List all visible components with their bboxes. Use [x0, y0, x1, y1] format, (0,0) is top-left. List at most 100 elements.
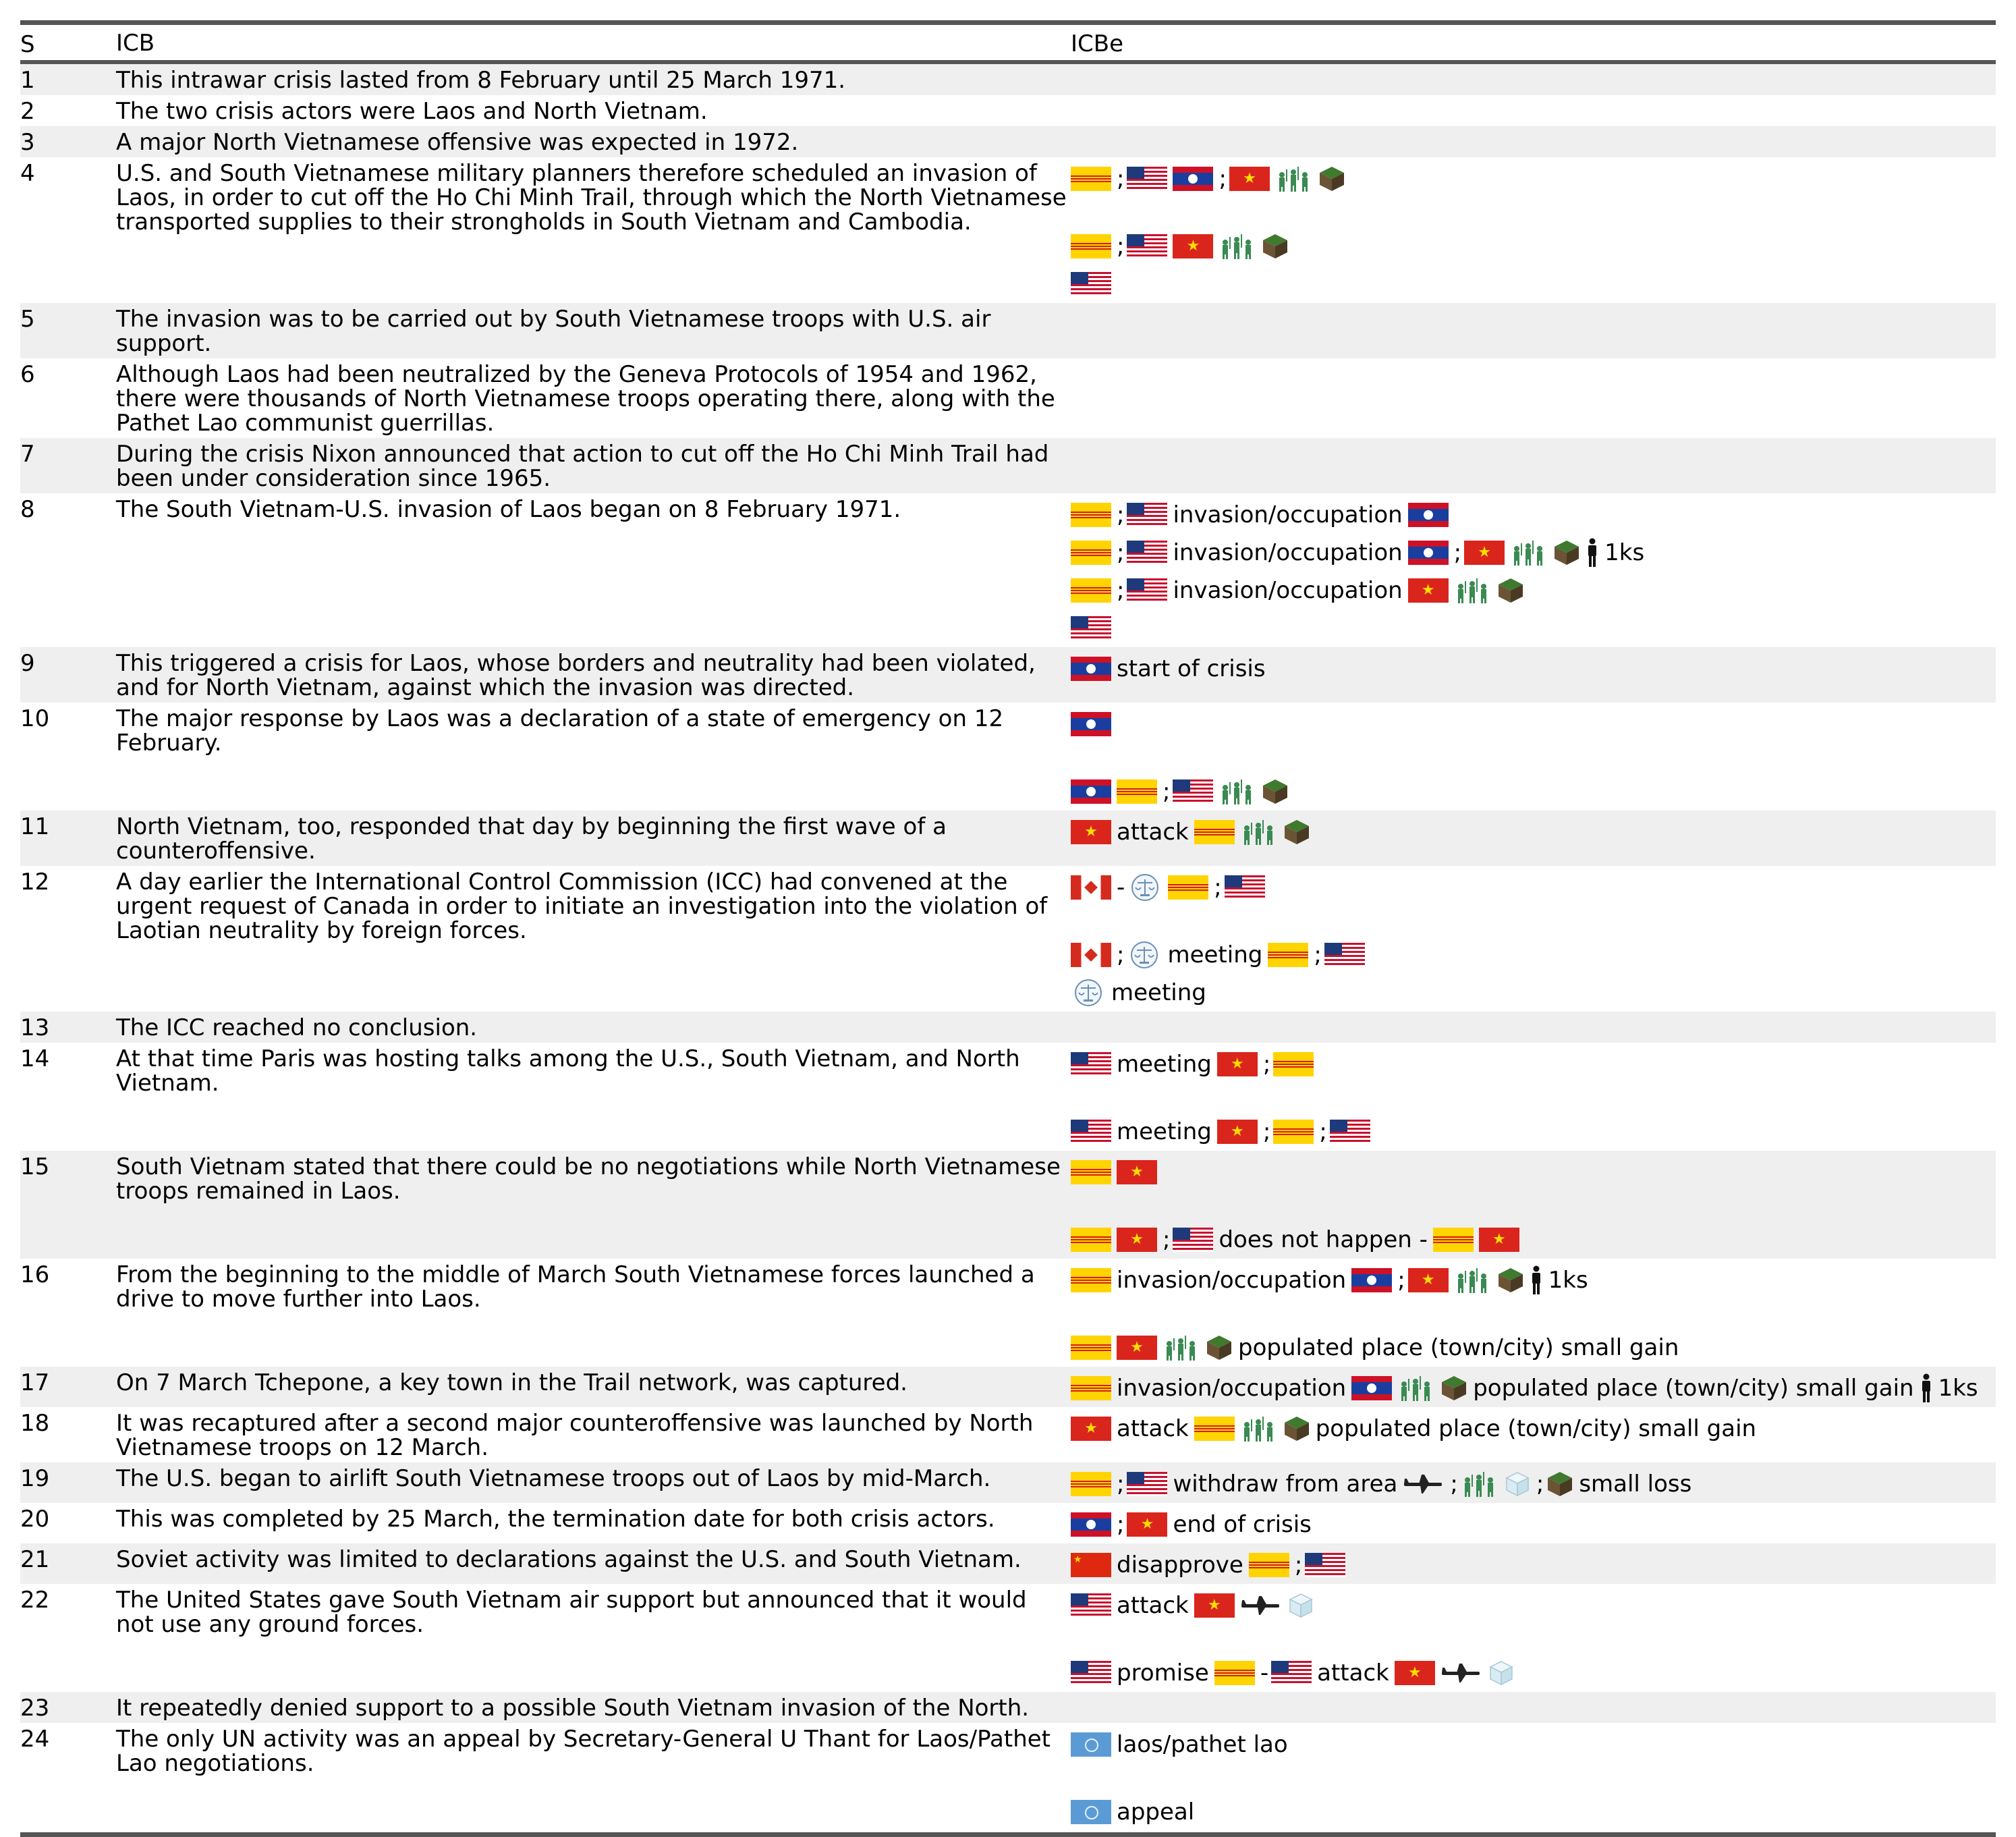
us-flag-icon — [1224, 875, 1265, 900]
canada-flag-icon — [1071, 875, 1111, 900]
event-line: ; invasion/occupation; 1ks — [1071, 534, 1996, 572]
icb-sentence: Soviet activity was limited to declarati… — [116, 1546, 1021, 1573]
separator: ; — [1117, 1471, 1125, 1498]
icbe-events: invasion/occupation populated place (town… — [1071, 1367, 1996, 1407]
table-row: 7 During the crisis Nixon announced that … — [20, 438, 1996, 493]
separator: ; — [1163, 778, 1171, 805]
laos-flag-icon — [1071, 779, 1111, 804]
sentence-number: 18 — [20, 1410, 50, 1437]
south-vietnam-flag-icon — [1117, 779, 1157, 804]
terrain-cube-icon — [1318, 165, 1345, 192]
event-line — [1071, 1153, 1996, 1191]
terrain-cube-icon — [1283, 1415, 1310, 1442]
south-vietnam-flag-icon — [1071, 1160, 1111, 1184]
icbe-events — [1071, 95, 1996, 126]
south-vietnam-flag-icon — [1071, 167, 1111, 191]
separator: ; — [1117, 941, 1125, 968]
north-vietnam-flag-icon — [1194, 1593, 1235, 1618]
header-icbe: ICBe — [1071, 30, 1124, 57]
event-label: end of crisis — [1173, 1511, 1312, 1538]
separator: ; — [1262, 1051, 1271, 1078]
table-row: 24 The only UN activity was an appeal by … — [20, 1723, 1996, 1831]
table-body: 1 This intrawar crisis lasted from 8 Febr… — [20, 64, 1996, 1831]
icbe-events: ; — [1071, 703, 1996, 811]
icc-emblem-icon — [1127, 940, 1162, 970]
sentence-number: 22 — [20, 1587, 50, 1614]
event-line: ; — [1071, 227, 1996, 265]
separator: ; — [1314, 941, 1322, 968]
event-label: attack — [1117, 1592, 1189, 1619]
ice-cube-icon — [1287, 1592, 1314, 1619]
sentence-number: 16 — [20, 1261, 50, 1288]
event-label: 1ks — [1938, 1375, 1978, 1402]
un-flag-icon — [1071, 1732, 1111, 1757]
north-vietnam-flag-icon — [1173, 234, 1214, 258]
us-flag-icon — [1329, 1120, 1370, 1144]
us-flag-icon — [1127, 167, 1168, 191]
event-label: start of crisis — [1117, 655, 1266, 682]
icbe-events: invasion/occupation; 1ks populated place (… — [1071, 1259, 1996, 1367]
laos-flag-icon — [1351, 1268, 1393, 1292]
table-row: 3 A major North Vietnamese offensive was … — [20, 126, 1996, 157]
separator: - — [1260, 1660, 1269, 1687]
table-row: 21 Soviet activity was limited to declara… — [20, 1543, 1996, 1584]
troops-icon — [1275, 165, 1313, 192]
event-label: populated place (town/city) small gain — [1238, 1334, 1679, 1361]
table-row: 16 From the beginning to the middle of Ma… — [20, 1259, 1996, 1367]
south-vietnam-flag-icon — [1071, 234, 1111, 258]
sentence-number: 11 — [20, 813, 50, 840]
event-label: meeting — [1117, 1051, 1212, 1078]
us-flag-icon — [1127, 578, 1168, 603]
icc-emblem-icon — [1071, 978, 1106, 1008]
separator: ; — [1319, 1118, 1327, 1145]
icbe-events — [1071, 1012, 1996, 1043]
event-label: small loss — [1579, 1471, 1692, 1498]
icbe-events: attack promise - attack — [1071, 1584, 1996, 1692]
event-line — [1071, 609, 1996, 647]
separator: ; — [1294, 1552, 1303, 1579]
bottom-rule — [20, 1832, 1996, 1837]
sentence-number: 19 — [20, 1465, 50, 1492]
south-vietnam-flag-icon — [1268, 943, 1309, 967]
separator: ; — [1117, 501, 1125, 528]
sentence-number: 23 — [20, 1695, 50, 1722]
icc-emblem-icon — [1127, 873, 1163, 902]
event-line: ; meeting; — [1071, 936, 1996, 974]
us-flag-icon — [1127, 503, 1168, 527]
north-vietnam-flag-icon — [1478, 1228, 1519, 1252]
icbe-events: attack — [1071, 811, 1996, 866]
troops-icon — [1454, 1267, 1492, 1294]
event-label: invasion/occupation — [1117, 1375, 1347, 1402]
icb-sentence: From the beginning to the middle of Marc… — [116, 1261, 1035, 1313]
event-line: ; withdraw from area;; small loss — [1071, 1465, 1996, 1503]
terrain-cube-icon — [1553, 539, 1580, 566]
icbe-events: ; does not happen - — [1071, 1151, 1996, 1259]
north-vietnam-flag-icon — [1117, 1228, 1157, 1252]
south-vietnam-flag-icon — [1248, 1553, 1289, 1577]
icb-sentence: The South Vietnam-U.S. invasion of Laos … — [116, 496, 901, 523]
sentence-number: 14 — [20, 1045, 50, 1072]
event-line — [1071, 705, 1996, 743]
icbe-events: disapprove; — [1071, 1543, 1996, 1584]
table-row: 1 This intrawar crisis lasted from 8 Febr… — [20, 64, 1996, 95]
table-row: 13 The ICC reached no conclusion. — [20, 1012, 1996, 1043]
icb-sentence: This triggered a crisis for Laos, whose … — [116, 650, 1036, 701]
south-vietnam-flag-icon — [1071, 1228, 1111, 1252]
event-line: populated place (town/city) small gain — [1071, 1329, 1996, 1367]
event-line: start of crisis — [1071, 650, 1996, 688]
separator: ; — [1450, 1471, 1458, 1498]
sentence-number: 13 — [20, 1014, 50, 1041]
icb-sentence: It was recaptured after a second major c… — [116, 1410, 1034, 1461]
icb-sentence: A major North Vietnamese offensive was e… — [116, 129, 799, 156]
event-line: laos/pathet lao — [1071, 1726, 1996, 1763]
us-flag-icon — [1127, 1472, 1168, 1496]
north-vietnam-flag-icon — [1216, 1120, 1258, 1144]
sentence-number: 5 — [20, 306, 35, 333]
north-vietnam-flag-icon — [1216, 1052, 1258, 1076]
event-line: -; — [1071, 869, 1996, 906]
north-vietnam-flag-icon — [1407, 578, 1449, 603]
table-row: 10 The major response by Laos was a decla… — [20, 703, 1996, 811]
sentence-number: 2 — [20, 98, 35, 125]
icbe-events: -;; meeting; meeting — [1071, 866, 1996, 1012]
event-label: disapprove — [1117, 1552, 1243, 1579]
